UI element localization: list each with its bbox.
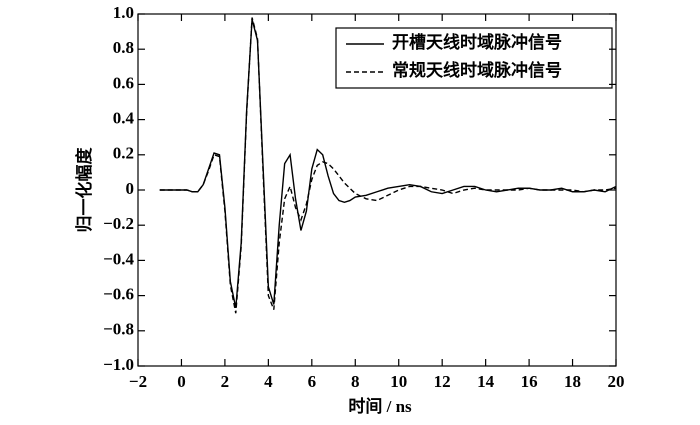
x-tick-label: 12 (434, 372, 451, 391)
legend-box (335, 27, 613, 89)
y-tick-label: −1.0 (103, 355, 134, 374)
y-tick-label: 0.8 (113, 38, 134, 57)
legend-label: 开槽天线时域脉冲信号 (392, 32, 562, 52)
x-tick-label: 4 (264, 372, 273, 391)
x-tick-label: 16 (521, 372, 538, 391)
y-axis-label: 归一化幅度 (74, 147, 94, 233)
y-tick-label: −0.2 (103, 214, 134, 233)
x-tick-label: 8 (351, 372, 360, 391)
y-tick-label: −0.6 (103, 285, 134, 304)
series-line (159, 17, 617, 314)
y-tick-label: −0.8 (103, 320, 134, 339)
x-tick-label: 0 (177, 372, 186, 391)
x-tick-label: −2 (129, 372, 147, 391)
legend-label: 常规天线时域脉冲信号 (392, 60, 562, 80)
y-tick-label: 0.2 (113, 144, 134, 163)
x-tick-label: 2 (221, 372, 230, 391)
x-tick-label: 20 (608, 372, 625, 391)
y-tick-label: 0.6 (113, 73, 134, 92)
x-tick-label: 10 (390, 372, 407, 391)
y-tick-label: −0.4 (103, 249, 134, 268)
y-tick-label: 0.4 (113, 109, 135, 128)
y-tick-label: 1.0 (113, 3, 134, 22)
x-tick-label: 14 (477, 372, 495, 391)
x-axis-label: 时间 / ns (348, 396, 412, 416)
x-tick-label: 18 (564, 372, 581, 391)
y-tick-label: 0 (126, 179, 135, 198)
x-tick-label: 6 (308, 372, 317, 391)
